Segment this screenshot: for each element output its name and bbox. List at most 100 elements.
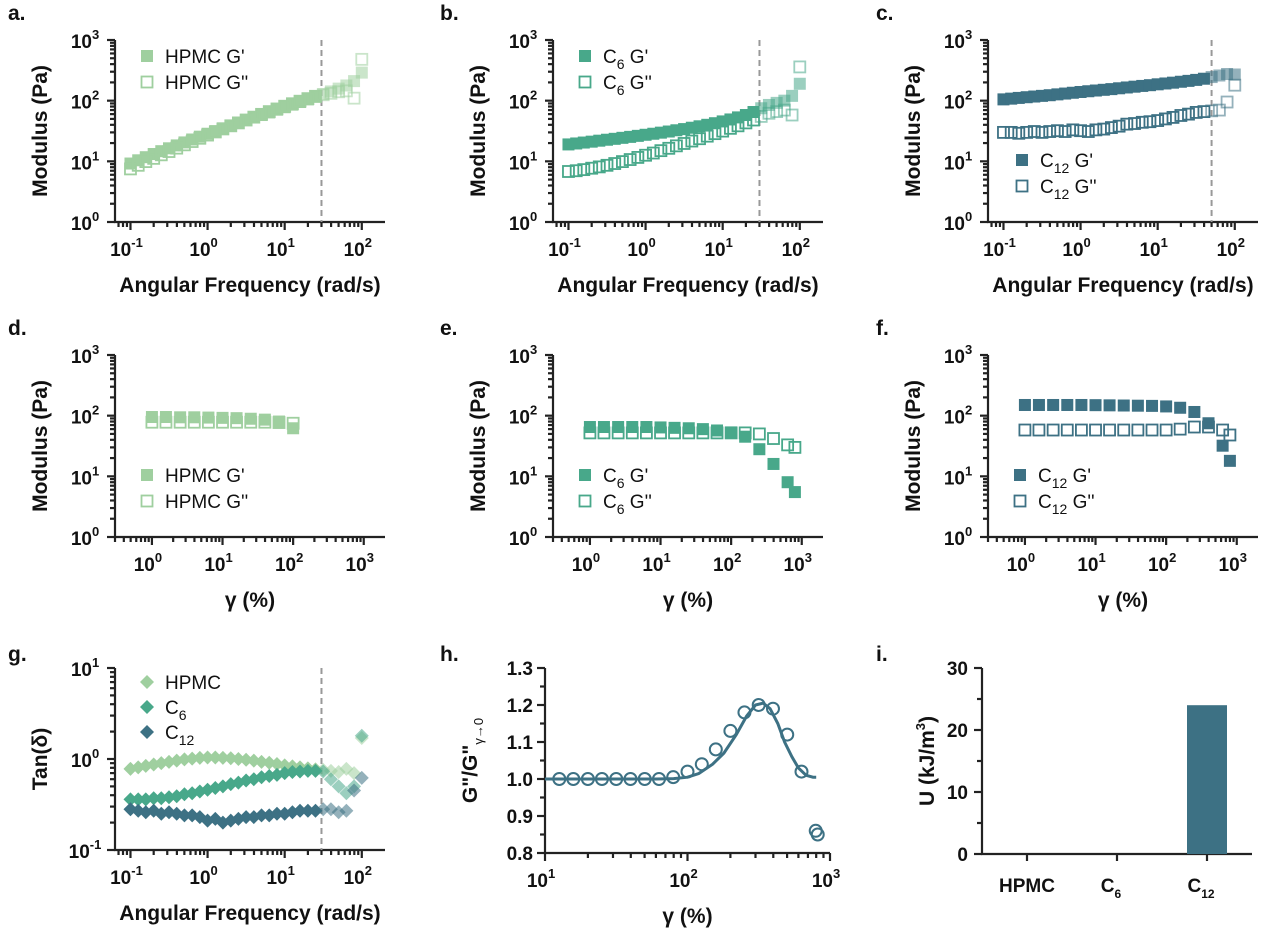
y-axis-title: U (kJ/m3) [913,716,939,806]
y-tick-label: 101 [944,148,972,174]
data-point [696,426,710,440]
data-point [1117,399,1130,412]
data-point [669,139,683,153]
legend-marker [140,75,154,89]
data-point [1089,423,1102,437]
data-point [1104,121,1118,134]
data-point [200,750,215,765]
legend-marker [140,494,154,508]
data-point [631,151,645,164]
x-axis-title: Angular Frequency (rad/s) [119,902,380,925]
y-axis-title: Modulus (Pa) [29,65,52,197]
data-point [752,427,766,441]
panel-label-f: f. [876,317,889,340]
legend: C6 G'C6 G'' [578,466,652,517]
y-tick-label: 101 [509,463,537,489]
data-point [293,764,308,779]
x-tick-label: 10-1 [983,235,1016,261]
x-tick-label: 101 [266,235,294,261]
data-point [1066,123,1080,137]
data-point [762,106,776,120]
data-point [1046,423,1060,437]
data-point [1202,420,1215,434]
data-point [1103,423,1116,437]
data-point [1197,105,1211,119]
series-C12G-1 [1018,420,1237,442]
y-tick-label: 101 [509,148,537,174]
data-point [193,131,207,145]
x-tick-label: 100 [189,235,217,261]
data-point [793,77,806,90]
y-tick-label: 102 [944,88,972,114]
panel-label-h: h. [440,643,459,666]
x-tick-label: 103 [346,550,374,576]
x-tick-label: 100 [1007,550,1035,576]
legend-marker [140,725,154,739]
data-point [239,810,254,825]
x-tick-label: 102 [1148,550,1176,576]
series-data-0 [552,698,825,842]
data-point [1081,125,1095,138]
data-point [1043,125,1057,138]
category-label: C12 [1187,876,1214,901]
legend-label: C12 G' [1038,466,1091,491]
x-tick-label: 101 [266,863,294,889]
legend-label: C6 G'' [603,73,652,98]
chart-panel-i: 0 10 20 30 HPMC C6 C12 U (kJ/m3) [913,659,1252,901]
series-HPMC-0 [123,731,369,781]
data-point [585,161,599,175]
data-point [1131,399,1144,412]
y-tick-label: 100 [509,524,537,550]
data-point [793,60,807,74]
data-point [1189,106,1203,119]
data-point [708,742,723,757]
data-point [323,772,338,787]
data-point [1004,125,1018,139]
legend-label: C6 G' [603,47,648,72]
data-point [1128,117,1141,130]
data-point [1205,104,1219,118]
data-point [693,132,706,146]
y-tick-label: 100 [509,209,537,235]
axes [113,355,385,539]
y-tick-label: 0 [957,845,968,866]
panel-label-d: d. [8,317,27,340]
data-point [300,803,315,818]
series-HPMCG-1 [145,415,300,430]
data-point [710,426,724,440]
data-point [185,135,199,148]
data-point [1131,423,1145,437]
y-tick-label: 103 [509,27,537,53]
data-point [187,415,201,429]
y-tick-label: 1.0 [507,770,533,791]
data-point [244,412,257,425]
legend-marker [1016,154,1028,166]
data-point [678,123,691,136]
data-point [1151,114,1165,127]
legend: HPMC G' HPMC G'' [140,47,248,94]
data-point [258,415,272,429]
y-tick-label: 103 [509,342,537,368]
data-point [662,141,676,155]
y-tick-label: 20 [947,721,968,742]
data-point [192,750,207,765]
x-tick-label: 102 [275,550,303,576]
data-point [708,127,722,141]
x-tick-label: 10-1 [110,863,143,889]
fit-curve [545,701,817,781]
legend-label: HPMC G'' [165,492,248,513]
data-point [208,750,223,765]
legend: C12 G'C12 G'' [1013,466,1095,517]
data-point [1146,399,1159,412]
x-axis-title: Angular Frequency (rad/s) [119,274,380,297]
data-point [1012,126,1026,140]
panel-label-c: c. [876,2,894,25]
legend-marker [1013,494,1027,508]
data-point [1097,122,1111,136]
panel-label-g: g. [8,643,27,666]
data-point [300,763,315,778]
data-point [1166,110,1180,124]
data-point [339,803,354,818]
data-point [654,426,667,440]
